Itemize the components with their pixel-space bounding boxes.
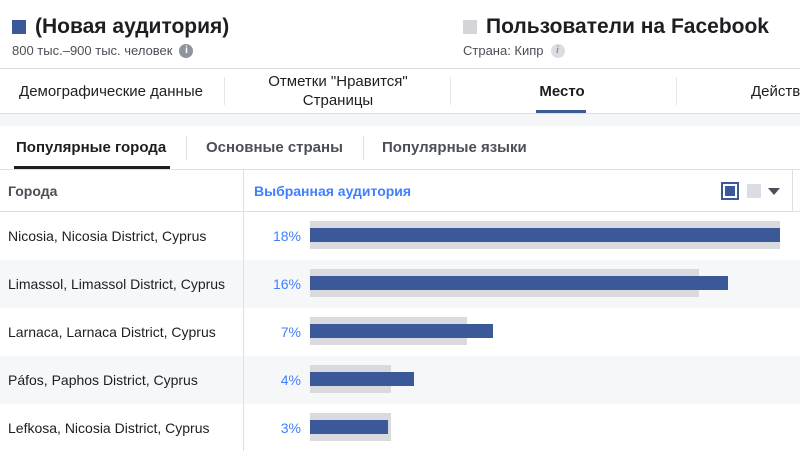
table-row: Nicosia, Nicosia District, Cyprus 18% [0,212,800,260]
comparison-audience: Пользователи на Facebook Страна: Кипр i [463,14,769,58]
city-name: Limassol, Limassol District, Cyprus [8,276,226,292]
table-row: Larnaca, Larnaca District, Cyprus 7% [0,308,800,356]
subtab-divider [363,136,364,160]
selected-audience-title: (Новая аудитория) [35,15,230,38]
subtab-top-languages[interactable]: Популярные языки [382,139,527,156]
comparison-audience-title: Пользователи на Facebook [486,15,769,38]
tab-activity[interactable]: Действ [751,82,800,100]
comparison-audience-legend-checkbox[interactable] [747,184,761,198]
comparison-audience-country: Страна: Кипр [463,43,544,58]
audience-size: 800 тыс.–900 тыс. человек [12,43,173,58]
selected-audience-bar [310,228,780,242]
city-percentage: 7% [280,324,301,340]
column-header-cities[interactable]: Города [8,183,58,199]
table-row: Limassol, Limassol District, Cyprus 16% [0,260,800,308]
tab-divider [450,77,451,105]
tab-location[interactable]: Место [539,82,585,100]
city-name: Lefkosa, Nicosia District, Cyprus [8,420,210,436]
city-percentage: 18% [272,228,301,244]
cities-table-body: Nicosia, Nicosia District, Cyprus 18% Li… [0,212,800,451]
column-divider [243,170,244,451]
section-gap [0,114,800,126]
chevron-down-icon[interactable] [768,188,780,195]
active-tab-indicator [536,110,586,113]
city-percentage: 4% [280,372,301,388]
header-divider [792,170,793,212]
city-name: Nicosia, Nicosia District, Cyprus [8,228,207,244]
column-header-selected-audience[interactable]: Выбранная аудитория [254,183,412,199]
tab-page-likes[interactable]: Отметки "Нравится" Страницы [268,73,408,109]
tab-demographics[interactable]: Демографические данные [19,82,203,100]
selected-audience-bar [310,372,415,386]
main-tabs: Демографические данные Отметки "Нравится… [0,68,800,114]
subtab-top-cities[interactable]: Популярные города [16,139,167,156]
location-subtabs: Популярные города Основные страны Популя… [0,126,800,170]
city-percentage: 3% [280,420,301,436]
selected-audience-legend-checkbox[interactable] [721,182,739,200]
subtab-top-countries[interactable]: Основные страны [206,139,343,156]
selected-audience-bar [310,276,728,290]
tab-divider [224,77,225,105]
table-row: Lefkosa, Nicosia District, Cyprus 3% [0,404,800,451]
selected-audience-bar [310,420,389,434]
city-name: Páfos, Paphos District, Cyprus [8,372,198,388]
comparison-audience-swatch [463,20,477,34]
tab-divider [676,77,677,105]
city-name: Larnaca, Larnaca District, Cyprus [8,324,216,340]
audience-header: (Новая аудитория) 800 тыс.–900 тыс. чело… [0,0,800,68]
selected-audience-bar [310,324,493,338]
table-row: Páfos, Paphos District, Cyprus 4% [0,356,800,404]
table-header: Города Выбранная аудитория [0,170,800,212]
info-icon[interactable]: i [179,43,194,58]
selected-audience-swatch [12,20,26,34]
active-subtab-indicator [14,166,170,169]
subtab-divider [186,136,187,160]
city-percentage: 16% [272,276,301,292]
selected-audience: (Новая аудитория) 800 тыс.–900 тыс. чело… [12,14,229,58]
info-icon[interactable]: i [550,43,565,58]
